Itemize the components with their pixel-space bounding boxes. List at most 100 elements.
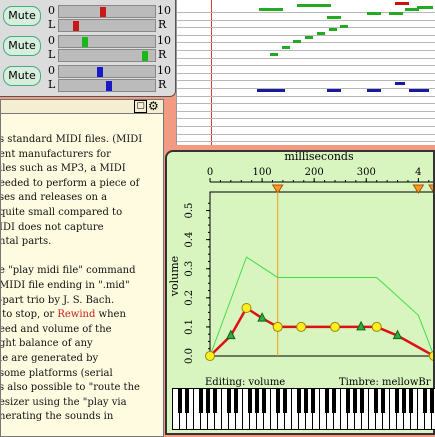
white-key[interactable] — [285, 389, 292, 429]
black-key[interactable] — [255, 389, 259, 413]
note-bar[interactable] — [329, 28, 337, 31]
y-tick-label: 0.0 — [184, 348, 195, 364]
white-key[interactable] — [383, 389, 390, 429]
black-key[interactable] — [360, 389, 364, 413]
envelope-point-circle[interactable] — [371, 321, 382, 332]
black-key[interactable] — [402, 389, 406, 413]
volume-slider-1[interactable] — [58, 5, 156, 18]
black-key[interactable] — [248, 389, 252, 413]
note-bar[interactable] — [259, 8, 283, 11]
volume-knob[interactable] — [99, 7, 106, 17]
envelope-point-triangle[interactable] — [226, 329, 236, 340]
black-key[interactable] — [311, 389, 315, 413]
playback-cursor[interactable] — [211, 0, 212, 145]
black-key[interactable] — [353, 389, 357, 413]
note-bar[interactable] — [257, 89, 285, 92]
balance-knob[interactable] — [72, 21, 79, 31]
note-bar[interactable] — [305, 36, 313, 39]
black-key[interactable] — [325, 389, 329, 413]
black-key[interactable] — [185, 389, 189, 413]
envelope-point-circle[interactable] — [205, 351, 215, 361]
note-bar[interactable] — [270, 53, 278, 56]
black-key[interactable] — [374, 389, 378, 413]
white-key[interactable] — [411, 389, 418, 429]
envelope-point-circle[interactable] — [241, 303, 252, 313]
volume-knob[interactable] — [81, 37, 88, 47]
volume-slider-3[interactable] — [58, 65, 156, 78]
black-key[interactable] — [262, 389, 266, 413]
volume-slider-2[interactable] — [58, 35, 156, 48]
white-key[interactable] — [264, 389, 271, 429]
x-tick-label: 200 — [305, 167, 324, 178]
cursor-marker-icon[interactable] — [271, 184, 284, 194]
black-key[interactable] — [213, 389, 217, 413]
white-key[interactable] — [334, 389, 341, 429]
cursor-marker-icon[interactable] — [412, 184, 425, 194]
note-bar[interactable] — [293, 40, 301, 43]
note-bar[interactable] — [297, 4, 331, 7]
note-bar[interactable] — [395, 2, 409, 5]
envelope-outline-line[interactable] — [209, 256, 433, 357]
mute-button-3[interactable]: Mute — [3, 66, 41, 86]
envelope-point-circle[interactable] — [429, 351, 434, 361]
envelope-graph[interactable]: milliseconds 0 100 200 300 4 0.0 0.1 0.2 0.3 0.4 0.… — [167, 152, 433, 392]
note-bar[interactable] — [340, 25, 348, 28]
white-key[interactable] — [215, 389, 222, 429]
note-bar[interactable] — [282, 46, 290, 49]
envelope-point-triangle[interactable] — [392, 329, 403, 340]
balance-slider-1[interactable] — [58, 19, 156, 32]
note-bar[interactable] — [409, 89, 429, 92]
note-bar[interactable] — [327, 89, 341, 92]
note-bar[interactable] — [367, 89, 381, 92]
black-key[interactable] — [206, 389, 210, 413]
black-key[interactable] — [276, 389, 280, 413]
black-key[interactable] — [178, 389, 182, 413]
staff-line — [177, 65, 435, 67]
gear-icon[interactable]: ⚙ — [148, 99, 159, 113]
envelope-point-triangle[interactable] — [257, 312, 267, 322]
black-key[interactable] — [283, 389, 287, 413]
white-key[interactable] — [187, 389, 194, 429]
black-key[interactable] — [297, 389, 301, 413]
black-key[interactable] — [430, 389, 434, 413]
plot-area[interactable] — [209, 191, 433, 357]
balance-slider-2[interactable] — [58, 49, 156, 62]
balance-knob[interactable] — [105, 81, 112, 91]
note-bar[interactable] — [417, 6, 433, 9]
black-key[interactable] — [409, 389, 413, 413]
white-key[interactable] — [362, 389, 369, 429]
black-key[interactable] — [381, 389, 385, 413]
mute-button-1[interactable]: Mute — [3, 6, 41, 26]
black-key[interactable] — [346, 389, 350, 413]
text-line: ght balance of any — [0, 338, 93, 350]
envelope-point-circle[interactable] — [296, 321, 307, 332]
black-key[interactable] — [395, 389, 399, 413]
black-key[interactable] — [199, 389, 203, 413]
note-bar[interactable] — [389, 12, 403, 15]
rewind-link[interactable]: Rewind — [57, 309, 96, 321]
black-key[interactable] — [304, 389, 308, 413]
note-bar[interactable] — [367, 12, 381, 15]
note-bar[interactable] — [395, 82, 405, 85]
balance-knob[interactable] — [141, 51, 148, 61]
black-key[interactable] — [227, 389, 231, 413]
balance-slider-3[interactable] — [58, 79, 156, 92]
black-key[interactable] — [332, 389, 336, 413]
black-key[interactable] — [234, 389, 238, 413]
note-bar[interactable] — [327, 16, 341, 19]
envelope-point-triangle[interactable] — [356, 320, 366, 331]
note-bar[interactable] — [405, 8, 419, 11]
volume-min-label: 0 — [48, 64, 55, 77]
resize-icon[interactable]: ▢ — [134, 100, 147, 113]
volume-knob[interactable] — [96, 67, 103, 77]
envelope-point-circle[interactable] — [330, 321, 341, 332]
piano-roll[interactable] — [176, 0, 435, 145]
note-bar[interactable] — [317, 32, 325, 35]
white-key[interactable] — [236, 389, 243, 429]
envelope-point-circle[interactable] — [272, 321, 283, 332]
black-key[interactable] — [423, 389, 427, 413]
white-key[interactable] — [313, 389, 320, 429]
piano-keyboard[interactable] — [172, 388, 435, 430]
cursor-marker-icon[interactable] — [428, 184, 433, 193]
mute-button-2[interactable]: Mute — [3, 36, 41, 56]
